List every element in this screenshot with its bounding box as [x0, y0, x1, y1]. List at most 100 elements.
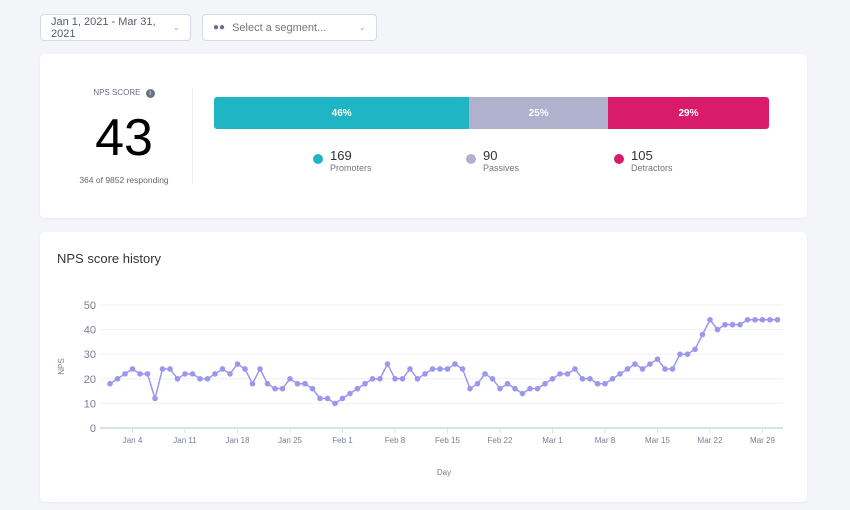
data-point — [369, 376, 376, 382]
data-point — [167, 366, 173, 372]
passives-count: 90 — [483, 148, 498, 163]
data-point — [744, 316, 751, 323]
data-point — [159, 366, 166, 372]
data-point — [557, 371, 563, 377]
data-point — [362, 380, 368, 387]
nps-breakdown-bar: 46% 25% 29% — [214, 97, 769, 129]
data-point — [137, 371, 143, 377]
legend-passives: 90 Passives — [466, 148, 519, 173]
data-point — [482, 371, 488, 377]
nps-score-label-row: NPS SCORE i — [40, 88, 208, 98]
data-point — [594, 380, 601, 387]
data-point — [489, 376, 496, 382]
data-point — [437, 366, 443, 372]
data-point — [579, 376, 586, 382]
y-tick-label: 50 — [84, 300, 96, 312]
data-point — [564, 371, 571, 377]
passives-segment: 25% — [469, 97, 609, 129]
legend-detractors: 105 Detractors — [614, 148, 673, 173]
x-tick-label: Mar 29 — [750, 436, 775, 445]
segment-select[interactable]: ●● Select a segment... ⌄ — [202, 14, 377, 41]
users-icon: ●● — [213, 22, 226, 33]
data-point — [302, 380, 308, 387]
x-tick-label: Mar 1 — [542, 436, 563, 445]
data-point — [549, 376, 556, 382]
data-point — [197, 376, 203, 382]
data-point — [264, 380, 271, 387]
promoters-segment: 46% — [214, 97, 470, 129]
segment-placeholder: Select a segment... — [232, 21, 327, 34]
divider — [192, 88, 193, 184]
data-point — [467, 385, 473, 392]
data-point — [122, 371, 128, 377]
data-point — [519, 390, 526, 397]
y-tick-label: 40 — [84, 325, 96, 337]
data-point — [617, 371, 623, 377]
data-point — [759, 316, 766, 323]
chevron-down-icon: ⌄ — [172, 22, 180, 32]
nps-history-chart: 0 10 20 30 40 50 Jan 4 Jan 11 Jan 18 Jan 25 Feb 1 F… — [57, 300, 783, 477]
y-tick-label: 0 — [90, 423, 96, 435]
nps-score-card: NPS SCORE i 43 364 of 9852 responding 46… — [40, 54, 807, 218]
y-tick-label: 30 — [84, 349, 96, 361]
data-point — [234, 361, 241, 367]
data-point — [737, 321, 743, 328]
x-tick-label: Jan 11 — [173, 436, 197, 445]
data-point — [707, 316, 713, 323]
data-point — [392, 376, 398, 382]
y-tick-label: 10 — [84, 398, 96, 410]
data-point — [279, 385, 286, 392]
data-point — [339, 395, 346, 402]
data-point — [684, 351, 691, 357]
data-point — [512, 385, 518, 392]
data-point — [422, 371, 428, 377]
data-point — [647, 361, 653, 367]
data-point — [669, 366, 676, 372]
x-tick-label: Jan 4 — [123, 436, 143, 445]
data-point — [144, 371, 151, 377]
data-point — [219, 366, 226, 372]
data-point — [602, 380, 608, 387]
x-tick-label: Mar 8 — [595, 436, 616, 445]
nps-history-card: NPS score history 0 10 20 30 40 50 Jan 4 Jan 11… — [40, 232, 807, 502]
x-axis-label: Day — [437, 468, 451, 477]
data-point — [429, 366, 436, 372]
history-title: NPS score history — [57, 251, 162, 266]
data-point — [407, 366, 413, 372]
data-point — [114, 376, 121, 382]
x-tick-label: Feb 22 — [488, 436, 513, 445]
data-point — [587, 376, 593, 382]
data-point — [677, 351, 683, 357]
x-tick-label: Jan 18 — [225, 436, 250, 445]
data-point — [354, 385, 361, 392]
data-point — [257, 366, 263, 372]
data-point — [384, 361, 391, 367]
info-icon[interactable]: i — [145, 89, 155, 98]
data-point — [497, 385, 503, 392]
data-point — [347, 390, 353, 397]
data-point — [692, 346, 698, 353]
legend-promoters: 169 Promoters — [313, 148, 372, 173]
data-point — [459, 366, 466, 372]
data-point — [632, 361, 638, 367]
data-point — [714, 326, 721, 333]
data-point — [729, 321, 736, 328]
nps-line — [109, 318, 778, 405]
data-point — [129, 366, 136, 372]
promoters-label: Promoters — [330, 163, 372, 173]
x-tick-label: Feb 1 — [332, 436, 353, 445]
data-point — [414, 376, 421, 382]
data-point — [444, 366, 451, 372]
data-point — [624, 366, 631, 372]
responding-count: 364 of 9852 responding — [79, 175, 169, 185]
promoters-dot — [313, 154, 323, 164]
data-point — [609, 376, 616, 382]
x-tick-label: Feb 15 — [435, 436, 460, 445]
data-point — [572, 366, 578, 372]
date-range-select[interactable]: Jan 1, 2021 - Mar 31, 2021 ⌄ — [40, 14, 191, 41]
data-point — [399, 376, 406, 382]
data-point — [474, 380, 481, 387]
data-point — [774, 316, 781, 323]
data-point — [767, 316, 773, 323]
promoters-count: 169 — [330, 148, 352, 163]
